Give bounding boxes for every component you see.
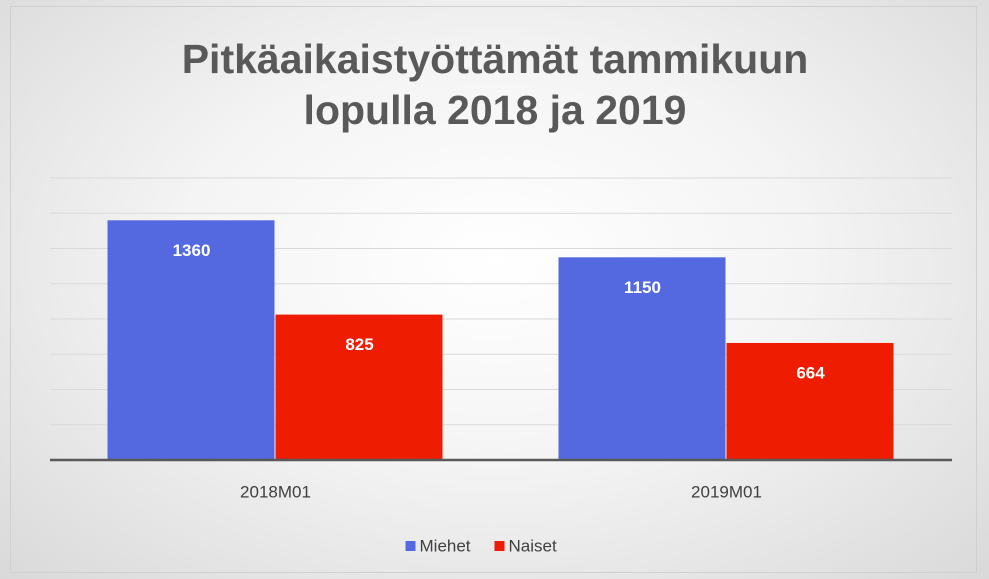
chart-title: Pitkäaikaistyöttämät tammikuun lopulla 2… [181,36,809,133]
data-label: 1360 [173,241,211,260]
bar [275,314,443,460]
legend-label: Naiset [509,536,557,555]
chart-frame [10,6,977,573]
data-label: 664 [796,363,825,382]
bar [726,342,894,460]
data-label: 1150 [624,278,661,297]
data-label: 825 [345,335,373,354]
bar [107,220,275,460]
x-tick-label: 2019M01 [691,482,762,501]
legend-swatch [494,541,505,551]
legend-label: Miehet [420,536,471,555]
bar [558,257,726,460]
legend-swatch [405,541,416,551]
x-tick-label: 2018M01 [240,482,311,501]
